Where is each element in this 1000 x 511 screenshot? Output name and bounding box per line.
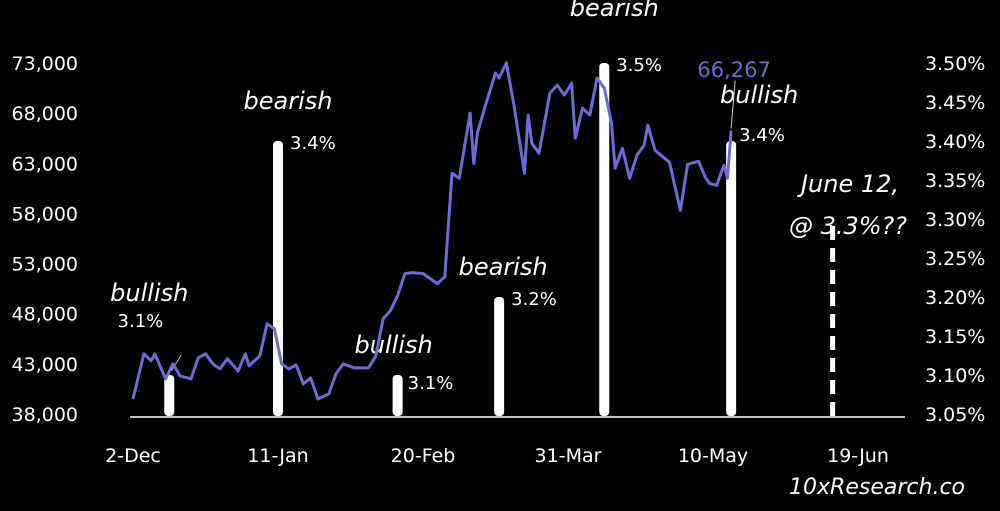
right-axis-tick-label: 3.15% bbox=[925, 326, 985, 348]
leader-line bbox=[170, 354, 182, 372]
last-price-label: 66,267 bbox=[697, 58, 770, 82]
bar-value-label: 3.1% bbox=[408, 373, 454, 394]
right-axis-tick-label: 3.40% bbox=[925, 131, 985, 153]
x-axis-tick-label: 10-May bbox=[678, 445, 748, 467]
bar bbox=[164, 375, 175, 416]
left-axis-tick-label: 73,000 bbox=[12, 53, 78, 75]
left-axis-tick-label: 43,000 bbox=[12, 354, 78, 376]
left-axis-tick-label: 53,000 bbox=[12, 254, 78, 276]
right-axis-tick-label: 3.25% bbox=[925, 248, 985, 270]
bar-sentiment-label: bullish bbox=[720, 81, 798, 109]
right-axis-tick-label: 3.50% bbox=[925, 53, 985, 75]
left-axis-tick-label: 63,000 bbox=[12, 153, 78, 175]
bar-sentiment-label: bullish bbox=[110, 279, 188, 307]
bar bbox=[599, 63, 610, 416]
x-axis-tick-label: 20-Feb bbox=[391, 445, 456, 467]
bar bbox=[273, 141, 283, 416]
left-axis-tick-label: 58,000 bbox=[12, 203, 78, 225]
bar-value-label: 3.4% bbox=[290, 133, 336, 154]
bar-value-label: 3.4% bbox=[739, 125, 785, 146]
watermark: 10xResearch.co bbox=[789, 475, 965, 500]
bar-sentiment-label: bullish bbox=[355, 331, 433, 359]
bar-value-label: 3.1% bbox=[118, 311, 164, 332]
bar-sentiment-label: bearish bbox=[459, 253, 548, 281]
right-axis-tick-label: 3.45% bbox=[925, 92, 985, 114]
bar-value-label: 3.5% bbox=[616, 55, 662, 76]
last-price-leader-line bbox=[730, 80, 736, 129]
left-axis-tick-label: 48,000 bbox=[12, 304, 78, 326]
x-axis-tick-label: 11-Jan bbox=[247, 445, 308, 467]
june-annotation-line1: June 12, bbox=[797, 170, 899, 198]
right-axis-tick-label: 3.20% bbox=[925, 287, 985, 309]
bar bbox=[726, 141, 737, 416]
x-axis-tick-label: 31-Mar bbox=[535, 445, 602, 467]
x-axis-tick-label: 19-Jun bbox=[827, 445, 889, 467]
bar bbox=[392, 375, 403, 416]
bar bbox=[494, 297, 505, 416]
right-axis-tick-label: 3.05% bbox=[925, 404, 985, 426]
june-annotation-line2: @ 3.3%?? bbox=[789, 212, 907, 240]
left-axis-tick-label: 38,000 bbox=[12, 404, 78, 426]
bar-value-label: 3.2% bbox=[511, 289, 557, 310]
left-axis-tick-label: 68,000 bbox=[12, 103, 78, 125]
price-line bbox=[131, 61, 733, 401]
right-axis-tick-label: 3.35% bbox=[925, 170, 985, 192]
bar-sentiment-label: bearish bbox=[570, 0, 659, 22]
bar-sentiment-label: bearish bbox=[244, 87, 333, 115]
right-axis-tick-label: 3.10% bbox=[925, 365, 985, 387]
right-axis-tick-label: 3.30% bbox=[925, 209, 985, 231]
x-axis-tick-label: 2-Dec bbox=[105, 445, 161, 467]
